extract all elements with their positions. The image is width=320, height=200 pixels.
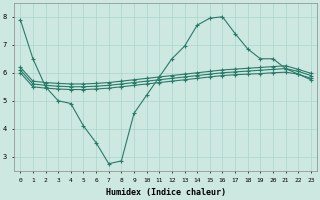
X-axis label: Humidex (Indice chaleur): Humidex (Indice chaleur) — [106, 188, 226, 197]
